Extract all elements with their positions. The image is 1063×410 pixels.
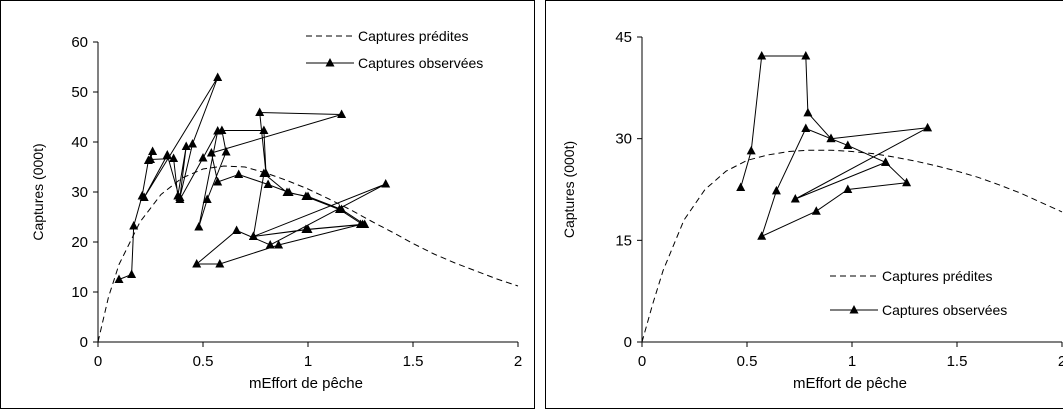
data-point-observed xyxy=(162,150,172,159)
data-point-observed xyxy=(181,141,191,150)
data-point-observed xyxy=(757,50,767,60)
x-tick-label: 0 xyxy=(638,353,646,370)
y-tick-label: 40 xyxy=(71,134,88,151)
legend-marker-observed xyxy=(325,58,335,67)
data-point-observed xyxy=(881,157,891,166)
data-point-observed xyxy=(801,123,811,132)
y-tick-label: 45 xyxy=(615,29,632,46)
data-point-observed xyxy=(282,187,292,196)
y-tick-label: 30 xyxy=(615,131,632,148)
y-axis-label: Captures (000t) xyxy=(561,141,577,238)
data-point-observed xyxy=(192,259,202,268)
x-tick-label: 1 xyxy=(848,353,856,370)
data-point-observed xyxy=(757,231,767,240)
data-point-observed xyxy=(129,221,139,230)
legend-label: Captures observées xyxy=(358,55,483,71)
y-tick-label: 10 xyxy=(71,284,88,301)
legend-marker-observed xyxy=(849,305,859,314)
data-point-observed xyxy=(736,182,746,191)
data-point-observed xyxy=(274,240,284,249)
series-line-observed xyxy=(118,77,386,280)
x-tick-label: 0.5 xyxy=(737,353,758,370)
data-point-observed xyxy=(198,153,208,162)
legend-label: Captures prédites xyxy=(358,28,469,44)
data-point-observed xyxy=(127,269,137,278)
y-tick-label: 30 xyxy=(71,184,88,201)
data-point-observed xyxy=(221,147,231,156)
data-point-observed xyxy=(213,177,223,186)
x-tick-label: 0.5 xyxy=(193,353,214,370)
data-point-observed xyxy=(169,153,179,162)
x-tick-label: 1 xyxy=(304,353,312,370)
data-point-observed xyxy=(232,225,242,234)
data-point-observed xyxy=(255,107,265,116)
data-point-observed xyxy=(746,145,756,155)
x-tick-label: 1.5 xyxy=(947,353,968,370)
data-point-observed xyxy=(263,179,273,188)
series-line-observed xyxy=(740,55,928,238)
data-point-observed xyxy=(139,192,149,201)
x-tick-label: 1.5 xyxy=(403,353,424,370)
legend-label: Captures observées xyxy=(882,302,1007,318)
series-line-predicted xyxy=(98,165,519,342)
data-point-observed xyxy=(188,139,197,148)
data-point-observed xyxy=(843,140,853,149)
data-point-observed xyxy=(301,224,311,233)
data-point-observed xyxy=(259,125,269,134)
data-point-observed xyxy=(771,185,781,195)
y-tick-label: 20 xyxy=(71,234,88,251)
y-tick-label: 15 xyxy=(615,232,632,249)
data-point-observed xyxy=(811,206,821,215)
x-tick-label: 2 xyxy=(514,353,522,370)
data-point-observed xyxy=(265,240,275,249)
data-point-observed xyxy=(114,274,124,283)
data-point-observed xyxy=(801,50,811,60)
data-point-observed xyxy=(843,184,853,193)
x-tick-label: 0 xyxy=(94,353,102,370)
data-point-observed xyxy=(337,204,347,213)
x-axis-label: mEffort de pêche xyxy=(793,375,907,392)
chart-panel-left: 0 10 20 30 40 50 60 0 0.5 1 1.5 2 mEffort de pêche Ca… xyxy=(0,0,535,409)
data-point-observed xyxy=(803,107,813,117)
data-point-observed xyxy=(146,154,155,163)
data-point-observed xyxy=(206,148,216,157)
data-point-observed xyxy=(360,219,370,228)
data-point-observed xyxy=(213,72,223,81)
y-axis-label: Captures (000t) xyxy=(30,143,46,240)
data-point-observed xyxy=(234,169,244,178)
data-point-observed xyxy=(303,191,313,200)
chart-left: 0 10 20 30 40 50 60 0 0.5 1 1.5 2 mEffort de pêche Ca… xyxy=(30,28,522,392)
data-point-observed xyxy=(194,222,204,231)
legend-label: Captures prédites xyxy=(882,268,993,284)
series-line-predicted xyxy=(642,149,1063,342)
y-tick-label: 0 xyxy=(80,334,88,351)
chart-panel-right: 0 15 30 45 0 0.5 1 1.5 2 mEffort de pêche Captures… xyxy=(545,0,1063,409)
data-point-observed xyxy=(175,194,185,203)
data-point-observed xyxy=(148,146,158,155)
data-point-observed xyxy=(215,259,225,268)
chart-right: 0 15 30 45 0 0.5 1 1.5 2 mEffort de pêche Captures… xyxy=(561,29,1063,392)
data-point-observed xyxy=(826,133,836,143)
data-point-observed xyxy=(337,109,347,118)
data-point-observed xyxy=(248,231,258,240)
data-point-observed xyxy=(381,179,391,188)
y-tick-label: 60 xyxy=(71,34,88,51)
data-point-observed xyxy=(217,125,227,134)
data-point-observed xyxy=(202,194,212,203)
data-point-observed xyxy=(259,168,269,177)
y-tick-label: 50 xyxy=(71,84,88,101)
y-tick-label: 0 xyxy=(624,334,632,351)
data-point-observed xyxy=(902,177,912,187)
data-point-observed xyxy=(790,193,800,203)
x-axis-label: mEffort de pêche xyxy=(249,375,363,392)
x-tick-label: 2 xyxy=(1058,353,1063,370)
data-point-observed xyxy=(923,122,933,132)
